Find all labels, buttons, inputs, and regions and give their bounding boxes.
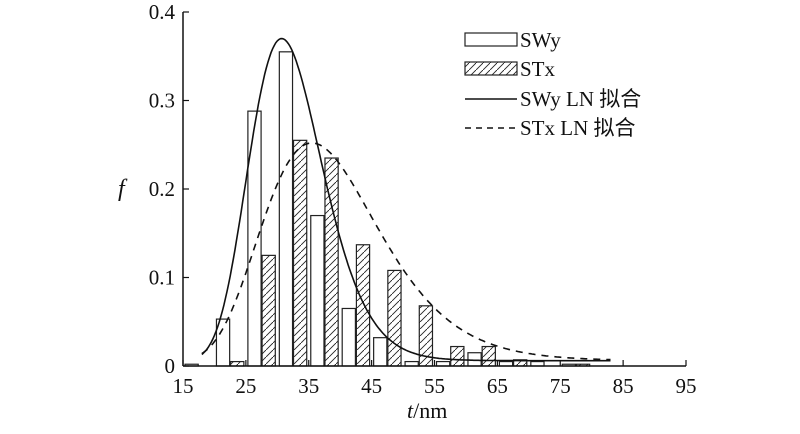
bar-swy-32.5 bbox=[278, 51, 294, 367]
y-tick-label: 0.1 bbox=[149, 266, 175, 290]
fit-curves bbox=[201, 37, 611, 362]
legend-label-stx-fit: STx LN 拟合 bbox=[520, 116, 636, 140]
bar-stx-32.5 bbox=[292, 139, 308, 367]
x-tick-label: 85 bbox=[613, 374, 634, 398]
legend-label-swy: SWy bbox=[520, 28, 561, 52]
y-tick-label: 0.4 bbox=[149, 0, 176, 24]
legend-swatch-stx bbox=[464, 61, 518, 76]
x-tick-label: 35 bbox=[298, 374, 319, 398]
bar-stx-47.5 bbox=[387, 269, 402, 367]
x-axis-label: t/nm bbox=[407, 398, 447, 423]
bar-stx-27.5 bbox=[261, 254, 276, 367]
bars bbox=[184, 51, 591, 367]
x-tick-label: 95 bbox=[676, 374, 697, 398]
legend-swatch-swy bbox=[464, 32, 518, 47]
y-tick-label: 0.2 bbox=[149, 177, 175, 201]
legend-label-stx: STx bbox=[520, 57, 556, 81]
y-tick-label: 0.3 bbox=[149, 89, 175, 113]
y-axis-label: f bbox=[118, 176, 128, 202]
bar-stx-42.5 bbox=[355, 244, 371, 367]
x-tick-label: 75 bbox=[550, 374, 571, 398]
bar-swy-47.5 bbox=[373, 337, 388, 367]
x-tick-label: 65 bbox=[487, 374, 508, 398]
fit-curve-swy bbox=[201, 37, 611, 362]
x-axis-label-unit: /nm bbox=[413, 398, 447, 423]
legend: SWy STx SWy LN 拟合 STx LN 拟合 bbox=[464, 28, 641, 140]
x-tick-label: 25 bbox=[235, 374, 256, 398]
x-tick-label: 15 bbox=[173, 374, 194, 398]
x-axis-label-variable: t bbox=[407, 398, 414, 423]
x-tick-label: 55 bbox=[424, 374, 445, 398]
y-tick-label: 0 bbox=[165, 354, 176, 378]
x-tick-label: 45 bbox=[361, 374, 382, 398]
bar-swy-27.5 bbox=[247, 110, 262, 367]
axes: 15 25 35 45 55 65 75 85 95 0 0.1 0.2 0.3 0.4 bbox=[149, 0, 697, 398]
bar-swy-42.5 bbox=[341, 307, 357, 367]
legend-label-swy-fit: SWy LN 拟合 bbox=[520, 87, 641, 111]
bar-stx-62.5 bbox=[481, 345, 496, 367]
fit-curve-stx bbox=[201, 142, 611, 361]
bar-swy-37.5 bbox=[310, 214, 325, 367]
bar-stx-57.5 bbox=[450, 345, 465, 367]
